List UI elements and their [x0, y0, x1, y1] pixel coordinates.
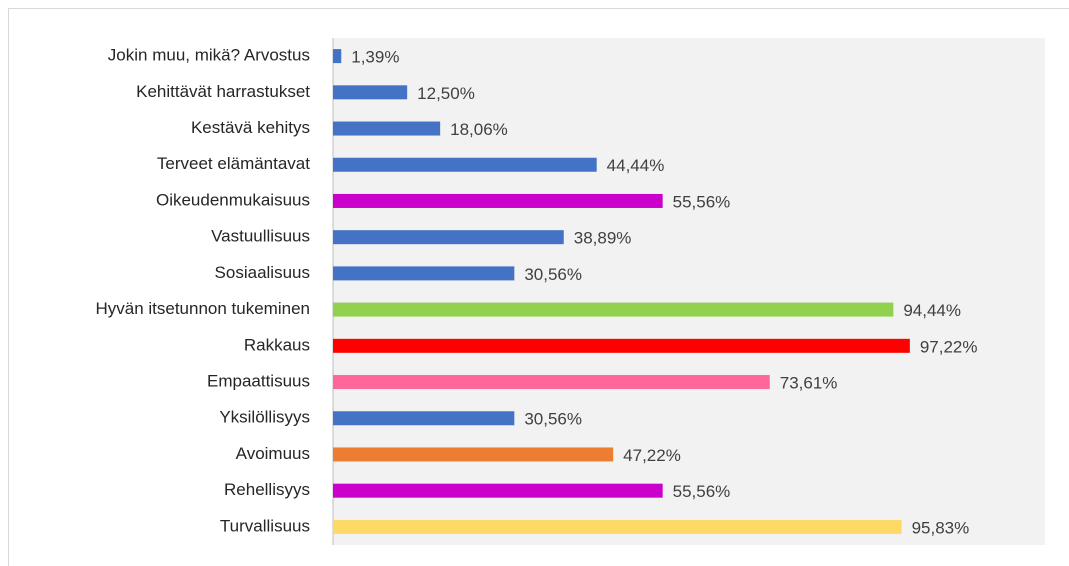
plot-area [333, 38, 1045, 545]
y-tick-label: Empaattisuus [207, 372, 310, 391]
bar [333, 483, 663, 498]
bar [333, 266, 515, 281]
bar [333, 447, 614, 462]
data-label: 30,56% [524, 265, 582, 284]
bar [333, 411, 515, 426]
bar [333, 519, 902, 534]
data-label: 1,39% [351, 48, 399, 67]
data-label: 55,56% [673, 192, 731, 211]
data-label: 47,22% [623, 446, 681, 465]
y-tick-label: Rakkaus [244, 335, 310, 354]
data-label: 55,56% [673, 482, 731, 501]
bar [333, 230, 564, 245]
y-tick-label: Terveet elämäntavat [157, 154, 310, 173]
y-tick-label: Hyvän itsetunnon tukeminen [95, 299, 310, 318]
bar [333, 157, 597, 172]
y-tick-label: Sosiaalisuus [215, 263, 310, 282]
bar [333, 121, 441, 136]
bar [333, 302, 894, 317]
data-label: 38,89% [574, 229, 632, 248]
data-label: 94,44% [903, 301, 961, 320]
y-tick-label: Avoimuus [236, 444, 310, 463]
y-tick-label: Jokin muu, mikä? Arvostus [108, 46, 310, 65]
data-label: 18,06% [450, 120, 508, 139]
y-tick-label: Vastuullisuus [211, 227, 310, 246]
chart-border [8, 8, 1069, 566]
y-tick-label: Kestävä kehitys [191, 118, 310, 137]
bar [333, 193, 663, 208]
bar [333, 338, 910, 353]
y-tick-label: Oikeudenmukaisuus [156, 190, 310, 209]
bar [333, 85, 408, 100]
bar [333, 49, 342, 64]
y-tick-label: Turvallisuus [220, 516, 310, 535]
bar [333, 375, 770, 390]
y-tick-label: Kehittävät harrastukset [136, 82, 310, 101]
data-label: 44,44% [607, 156, 665, 175]
data-label: 73,61% [780, 374, 838, 393]
data-label: 97,22% [920, 337, 978, 356]
y-tick-label: Rehellisyys [224, 480, 310, 499]
data-label: 30,56% [524, 410, 582, 429]
data-label: 12,50% [417, 84, 475, 103]
y-tick-label: Yksilöllisyys [219, 408, 310, 427]
data-label: 95,83% [912, 518, 970, 537]
